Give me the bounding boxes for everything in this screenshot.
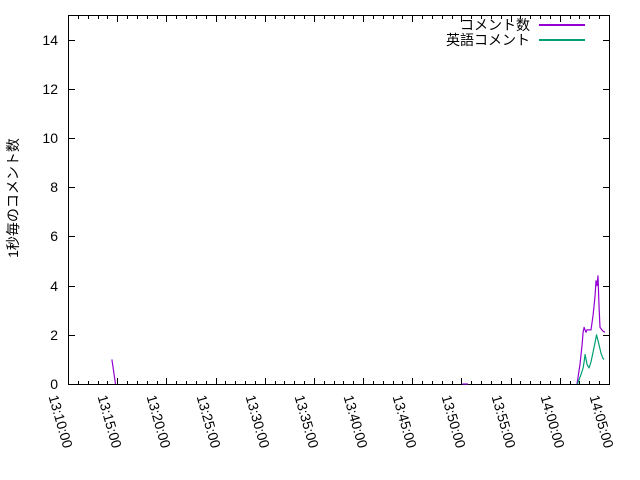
y-tick-label: 10 [42,130,58,146]
series-line-0 [111,275,606,385]
y-tick-label: 6 [50,228,58,245]
y-axis-title: 1秒毎のコメント数 [5,138,21,258]
y-tick-label: 12 [42,80,58,97]
legend-item-comment-count: コメント数 [446,16,585,33]
y-ticks [69,40,609,385]
legend-line-sample-comment-count [539,23,585,26]
x-ticks [68,16,610,384]
y-tick-label: 4 [50,277,58,294]
plot-border [68,15,610,385]
legend-item-english-comments: 英語コメント [446,31,585,48]
y-tick-label: 0 [50,376,58,392]
legend-label-english-comments: 英語コメント [446,31,530,48]
legend-label-comment-count: コメント数 [460,16,530,33]
y-tick-label: 14 [42,31,58,48]
series-line-1 [576,334,605,385]
y-tick-label: 2 [50,326,58,343]
legend: コメント数 英語コメント [446,16,585,48]
legend-line-sample-english-comments [539,38,585,41]
y-tick-label: 8 [50,179,58,196]
